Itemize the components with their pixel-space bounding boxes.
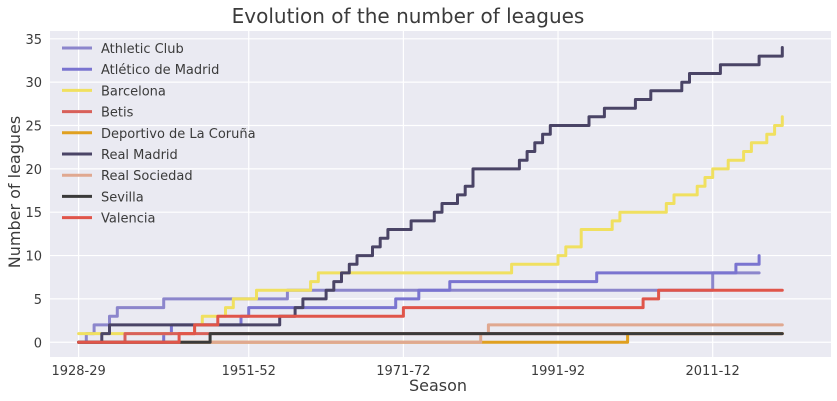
y-tick-label: 15: [25, 206, 42, 221]
series-line-real-madrid: [77, 46, 784, 344]
y-axis-label: Number of leagues: [5, 116, 24, 268]
legend-label: Sevilla: [101, 190, 144, 205]
legend-label: Betis: [101, 106, 134, 121]
y-tick-label: 25: [25, 120, 42, 135]
legend-label: Real Madrid: [101, 148, 178, 163]
y-tick-label: 5: [34, 293, 42, 308]
grid-lines: [50, 31, 831, 357]
x-axis-label: Season: [409, 376, 467, 395]
series-line-valencia: [77, 288, 784, 344]
y-tick-label: 0: [34, 336, 42, 351]
y-tick-label: 20: [25, 163, 42, 178]
y-axis-ticks: 0 5 10 15 20 25 30 35: [25, 33, 42, 351]
x-tick-label: 1951-52: [222, 364, 276, 379]
x-axis-ticks: 1928-29 1951-52 1971-72 1991-92 2011-12: [51, 364, 739, 379]
x-tick-label: 1991-92: [531, 364, 585, 379]
legend-label: Valencia: [101, 212, 155, 227]
x-tick-label: 1928-29: [51, 364, 105, 379]
series-lines: [77, 46, 784, 344]
legend-label: Real Sociedad: [101, 169, 193, 184]
x-tick-label: 2011-12: [686, 364, 740, 379]
legend-label: Deportivo de La Coruña: [101, 127, 256, 142]
legend-label: Barcelona: [101, 84, 166, 99]
series-line-barcelona: [77, 115, 784, 336]
y-tick-label: 30: [25, 76, 42, 91]
legend-label: Athletic Club: [101, 42, 184, 57]
y-tick-label: 10: [25, 250, 42, 265]
y-tick-label: 35: [25, 33, 42, 48]
plot-area: [50, 31, 831, 357]
legend: Athletic Club Atlético de Madrid Barcelona…: [62, 42, 256, 227]
x-tick-label: 1971-72: [376, 364, 430, 379]
chart-title: Evolution of the number of leagues: [232, 4, 585, 28]
legend-label: Atlético de Madrid: [101, 63, 219, 78]
